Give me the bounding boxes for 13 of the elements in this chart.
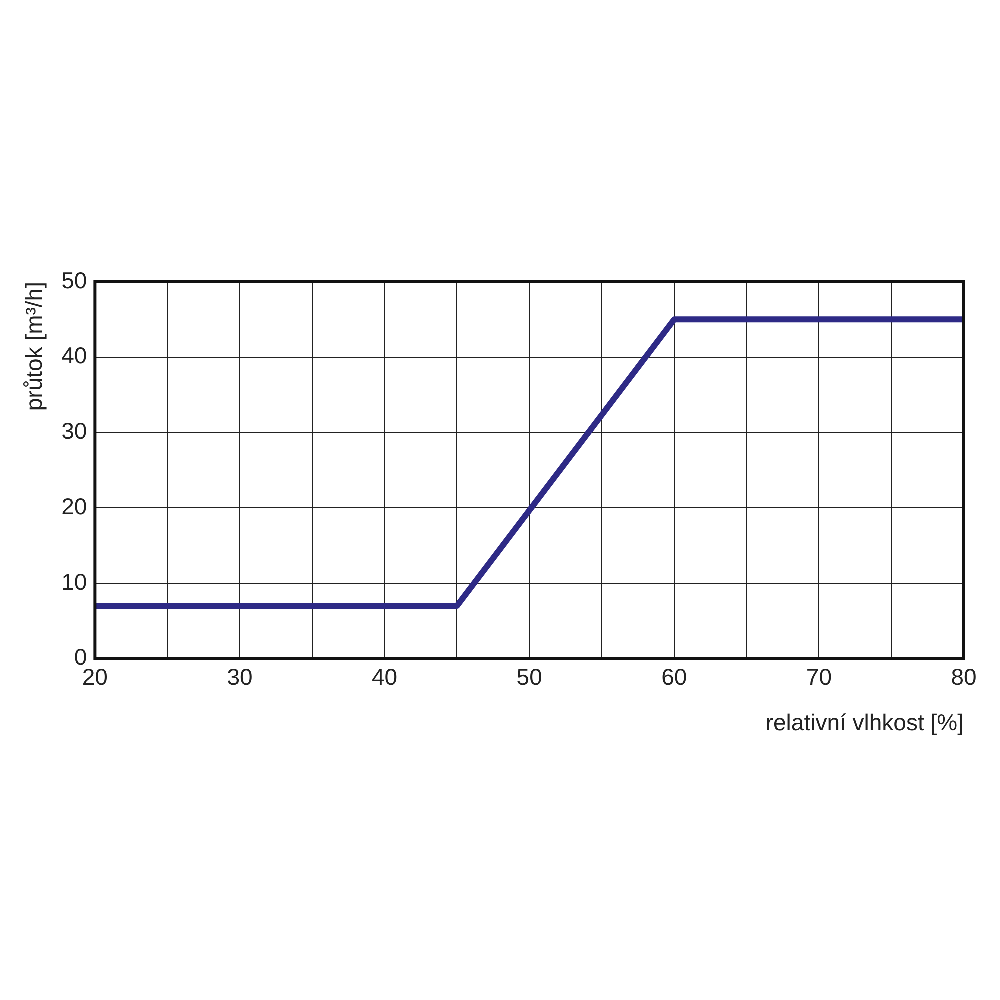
y-tick-label: 20 [62,493,88,520]
y-axis-title: průtok [m³/h] [21,282,48,412]
x-tick-label: 60 [662,664,688,690]
x-tick-label: 80 [951,664,977,690]
y-tick-label: 10 [62,568,88,595]
x-axis-title: relativní vlhkost [%] [766,710,964,736]
x-tick-label: 30 [227,664,253,690]
y-tick-label: 50 [62,267,88,294]
y-tick-label: 30 [62,418,88,444]
x-tick-label: 40 [372,664,398,690]
x-tick-label: 70 [806,664,832,690]
y-tick-label: 40 [62,342,88,369]
x-tick-label: 50 [516,664,542,690]
